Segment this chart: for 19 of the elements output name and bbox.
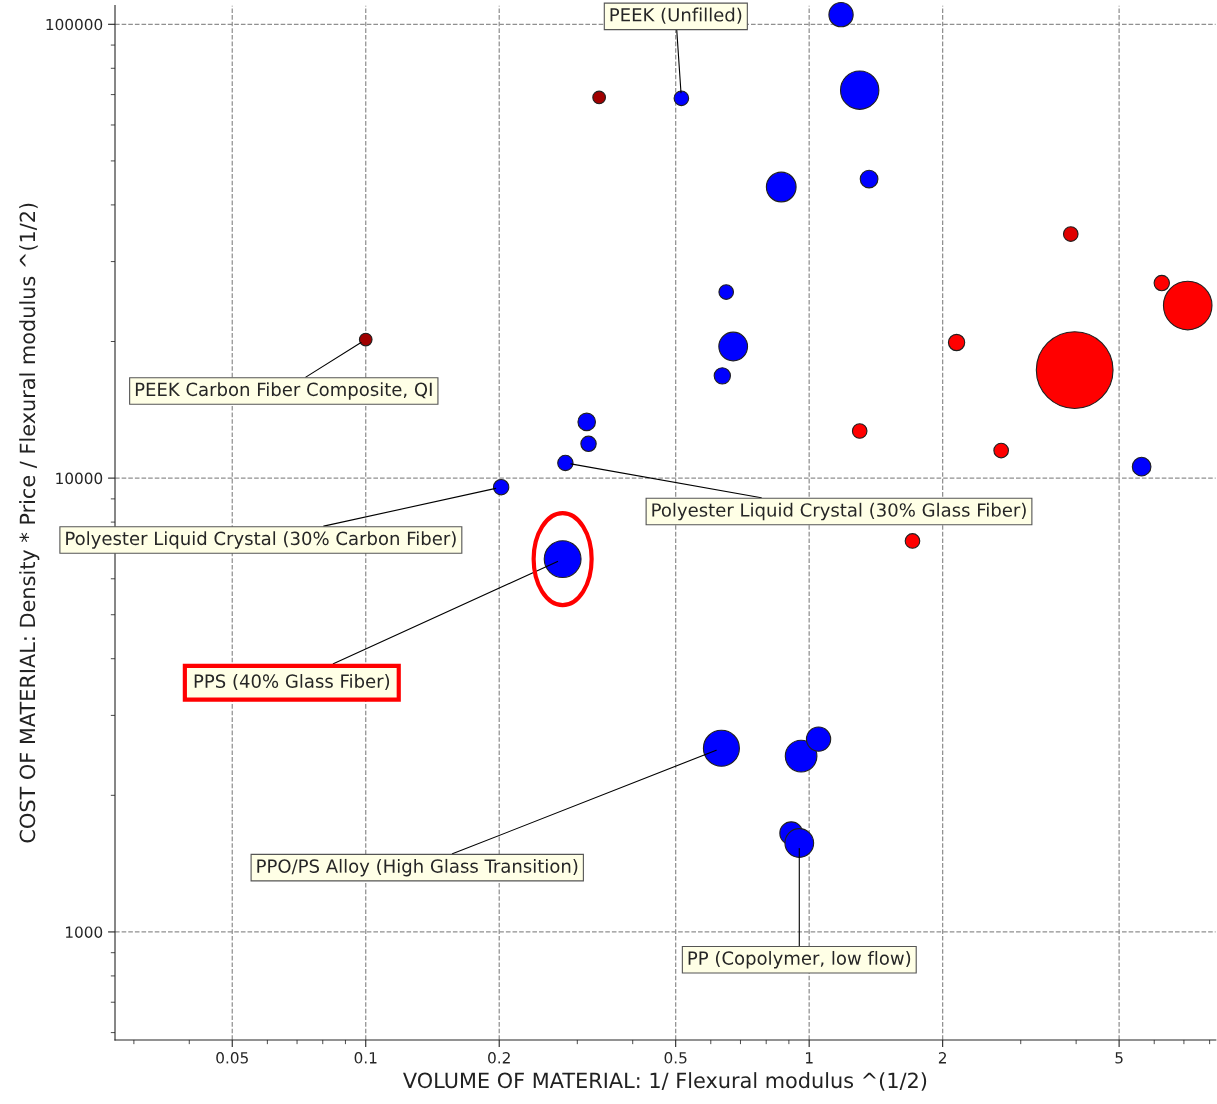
annotation: PEEK (Unfilled) [610,7,742,24]
x-tick-label: 5 [1115,1052,1123,1064]
x-tick-label: 0.2 [488,1052,510,1064]
y-axis-title: COST OF MATERIAL: Density * Price / Flexural modulus ^(1/2) [19,203,40,843]
x-tick-label: 2 [938,1052,946,1064]
x-tick-label: 0.1 [354,1052,377,1064]
y-tick-label: 1000 [66,926,103,938]
y-tick-label: 100000 [46,18,103,31]
annotation: PP (Copolymer, low flow) [688,950,911,969]
annotation: PPO/PS Alloy (High Glass Transition) [257,858,578,877]
annotation: PEEK Carbon Fiber Composite, QI [135,382,432,400]
x-tick-label: 1 [805,1052,813,1064]
annotation: PPS (40% Glass Fiber) [194,673,390,691]
y-tick-label: 10000 [56,472,103,485]
annotation: Polyester Liquid Crystal (30% Glass Fiber) [652,502,1026,521]
x-axis-title: VOLUME OF MATERIAL: 1/ Flexural modulus ^(1/2) [403,1072,927,1091]
annotation: Polyester Liquid Crystal (30% Carbon Fiber) [66,531,456,549]
x-tick-label: 0.5 [664,1052,687,1064]
x-tick-label: 0.05 [216,1052,248,1064]
